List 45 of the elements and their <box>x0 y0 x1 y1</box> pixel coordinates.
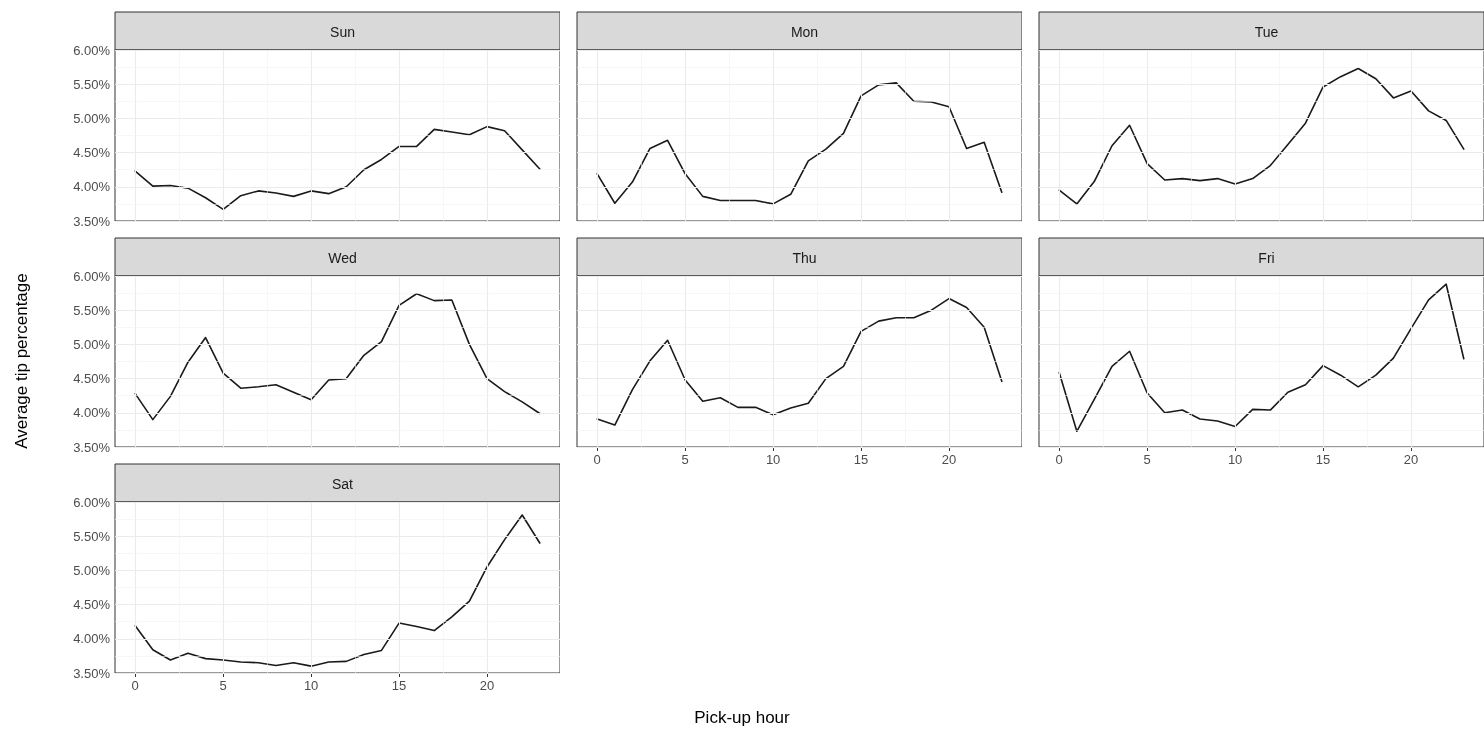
chart-title: Thu <box>792 250 817 266</box>
x-tick-label: 10 <box>303 678 319 693</box>
x-tick-label: 5 <box>681 452 689 467</box>
x-tick-label: 5 <box>1143 452 1151 467</box>
y-tick-label: 4.50% <box>73 371 111 387</box>
y-tick-label: 4.00% <box>73 631 111 647</box>
chart-title: Fri <box>1258 250 1275 266</box>
y-tick-label: 5.00% <box>73 110 111 126</box>
y-tick-label: 3.50% <box>73 665 111 681</box>
x-tick-label: 20 <box>941 452 957 467</box>
x-tick-label: 10 <box>1227 452 1243 467</box>
chart-title: Sat <box>331 476 354 492</box>
line-series <box>134 292 541 421</box>
x-tick-label: 15 <box>853 452 869 467</box>
y-tick-label: 3.50% <box>73 439 111 455</box>
y-tick-label: 4.50% <box>73 597 111 613</box>
y-tick-label: 5.50% <box>73 302 111 318</box>
x-tick-label: 10 <box>765 452 781 467</box>
y-tick-label: 6.00% <box>73 268 111 284</box>
y-tick-label: 5.00% <box>73 562 111 578</box>
line-series <box>134 125 541 211</box>
y-tick-label: 5.50% <box>73 76 111 92</box>
x-tick-label: 0 <box>131 678 139 693</box>
chart-title: Mon <box>790 24 819 40</box>
line-series <box>134 514 541 667</box>
y-tick-label: 3.50% <box>73 213 111 229</box>
y-tick-label: 6.00% <box>73 42 111 58</box>
y-tick-label: 4.00% <box>73 405 111 421</box>
y-tick-label: 5.00% <box>73 336 111 352</box>
y-axis-title: Average tip percentage <box>12 273 32 449</box>
chart-title: Wed <box>328 250 357 266</box>
x-tick-label: 20 <box>479 678 495 693</box>
x-tick-label: 0 <box>1055 452 1063 467</box>
x-tick-label: 0 <box>593 452 601 467</box>
x-tick-label: 15 <box>1315 452 1331 467</box>
x-tick-label: 5 <box>219 678 227 693</box>
y-tick-label: 5.50% <box>73 528 111 544</box>
x-axis-title: Pick-up hour <box>694 708 790 728</box>
x-tick-label: 20 <box>1403 452 1419 467</box>
x-tick-label: 15 <box>391 678 407 693</box>
chart-title: Tue <box>1254 24 1279 40</box>
chart-title: Sun <box>330 24 355 40</box>
y-tick-label: 6.00% <box>73 494 111 510</box>
y-tick-label: 4.50% <box>73 145 111 161</box>
y-tick-label: 4.00% <box>73 179 111 195</box>
